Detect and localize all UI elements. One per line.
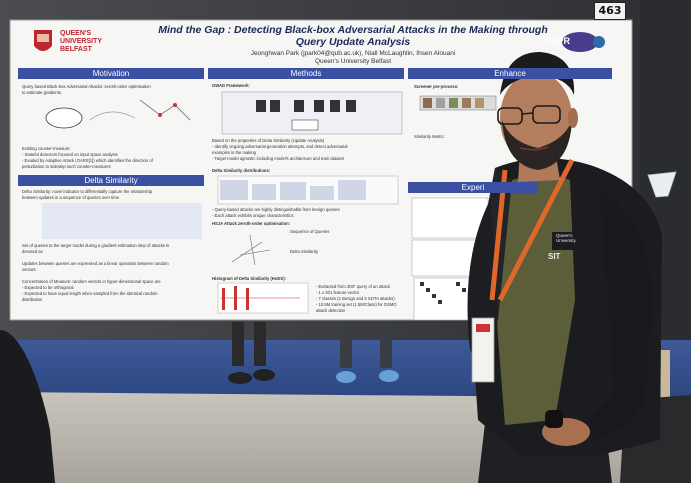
- delta-line: Updates between queries are expressed as…: [22, 261, 169, 266]
- booth-number: 463: [594, 2, 626, 20]
- methods-line: - Identify ongoing adversarial generatio…: [212, 144, 348, 149]
- motivation-line: perturbation to sidestep such counter-me…: [22, 164, 111, 169]
- methods-line: Based on the properties of Delta Similar…: [212, 138, 325, 143]
- methods-line: examples in the making: [212, 150, 256, 155]
- delta-line: between updates in a sequence of queries…: [22, 195, 120, 200]
- cvpr-logo-text: CVPR: [545, 36, 571, 46]
- motivation-line: Existing counter-measure:: [22, 146, 71, 151]
- methods-line: Delta Similarity distributions:: [212, 168, 271, 173]
- distributions-plot: [217, 175, 399, 205]
- delta-line: denoted as: [22, 249, 43, 254]
- section-delta-similarity: Delta Similarity: [18, 175, 204, 186]
- lanyard-text: Queen's University: [556, 233, 576, 243]
- methods-line: - 7 classes (1 Benign and 6 SOTA attacks…: [316, 296, 395, 301]
- delta-line: - Expected to be orthogonal: [22, 285, 74, 290]
- motivation-line: - Stateful detectors focused on input sp…: [22, 152, 118, 157]
- background-person-legs: [228, 322, 399, 384]
- delta-line: Concentration of Measure: random vectors…: [22, 279, 161, 284]
- university-logo: [34, 30, 52, 51]
- foreground-bag: [0, 330, 55, 483]
- name-badge: [471, 317, 495, 383]
- methods-line: Delta Similarity: [290, 249, 318, 254]
- formula-box: [42, 203, 202, 239]
- delta-line: Delta Similarity: novel indicator to dif…: [22, 189, 153, 194]
- delta-line: distribution: [22, 297, 43, 302]
- motivation-diagram: [45, 99, 191, 129]
- poster-affiliation: Queen's University Belfast: [314, 58, 392, 65]
- wristwatch: [545, 410, 563, 428]
- methods-line: Sequence of Queries: [290, 229, 330, 234]
- screener-images: [419, 95, 497, 111]
- section-methods: Methods: [208, 68, 404, 79]
- delta-line: Set of queries to the target model durin…: [22, 243, 170, 248]
- jacket-logo: [552, 232, 580, 250]
- experiment-tables: [411, 197, 489, 321]
- poster-title: Mind the Gap : Detecting Black-box Adver…: [158, 24, 548, 48]
- delta-line: vectors:: [22, 267, 37, 272]
- motivation-line: - Evaded by Adaptive Attack (OARS[1]) wh…: [22, 158, 153, 163]
- methods-line: - Query-based attacks are highly disting…: [212, 207, 340, 212]
- methods-line: attack detection: [316, 308, 346, 313]
- cvpr-logo: [562, 32, 605, 52]
- section-motivation: Motivation: [18, 68, 204, 79]
- poster-authors: Jeonghwan Park (jpark04@qub.ac.uk), Nial…: [250, 50, 456, 57]
- methods-line: HSJA Attack zeroth-order optimisation:: [212, 221, 291, 226]
- delta-line: - Expected to have equal length when sam…: [22, 291, 158, 296]
- enhance-line: Similarity Metric:: [414, 134, 445, 139]
- motivation-line: to estimate gradients.: [22, 90, 63, 95]
- hods-histogram: [217, 282, 309, 314]
- methods-line: - Target model agnostic including model'…: [212, 156, 345, 161]
- methods-line: - 1 x 301 feature vector: [316, 290, 360, 295]
- presenter: [467, 52, 662, 483]
- hsja-3d-plot: [231, 234, 271, 266]
- methods-line: - 10.5M training set (1.5M/Class) for DS…: [316, 302, 397, 307]
- methods-line: GWAD Framework:: [212, 83, 250, 88]
- methods-line: - Extracted from 200* query of an attack: [316, 284, 391, 289]
- motivation-line: Query based Black-box Adversarial Attack…: [22, 84, 151, 89]
- plastic-cup: [647, 171, 677, 198]
- jacket-text: SIT: [548, 252, 561, 261]
- university-logo-text: QUEEN'S UNIVERSITY BELFAST: [60, 30, 102, 53]
- gwad-framework-diagram: [221, 91, 403, 135]
- methods-line: - Each attack exhibits unique characteri…: [212, 213, 294, 218]
- section-experiments: Experi: [408, 182, 538, 193]
- methods-line: Histogram of Delta Similarity (HoDS):: [212, 276, 286, 281]
- enhance-line: Screener pre-process:: [414, 84, 459, 89]
- section-enhance: Enhance: [408, 68, 612, 79]
